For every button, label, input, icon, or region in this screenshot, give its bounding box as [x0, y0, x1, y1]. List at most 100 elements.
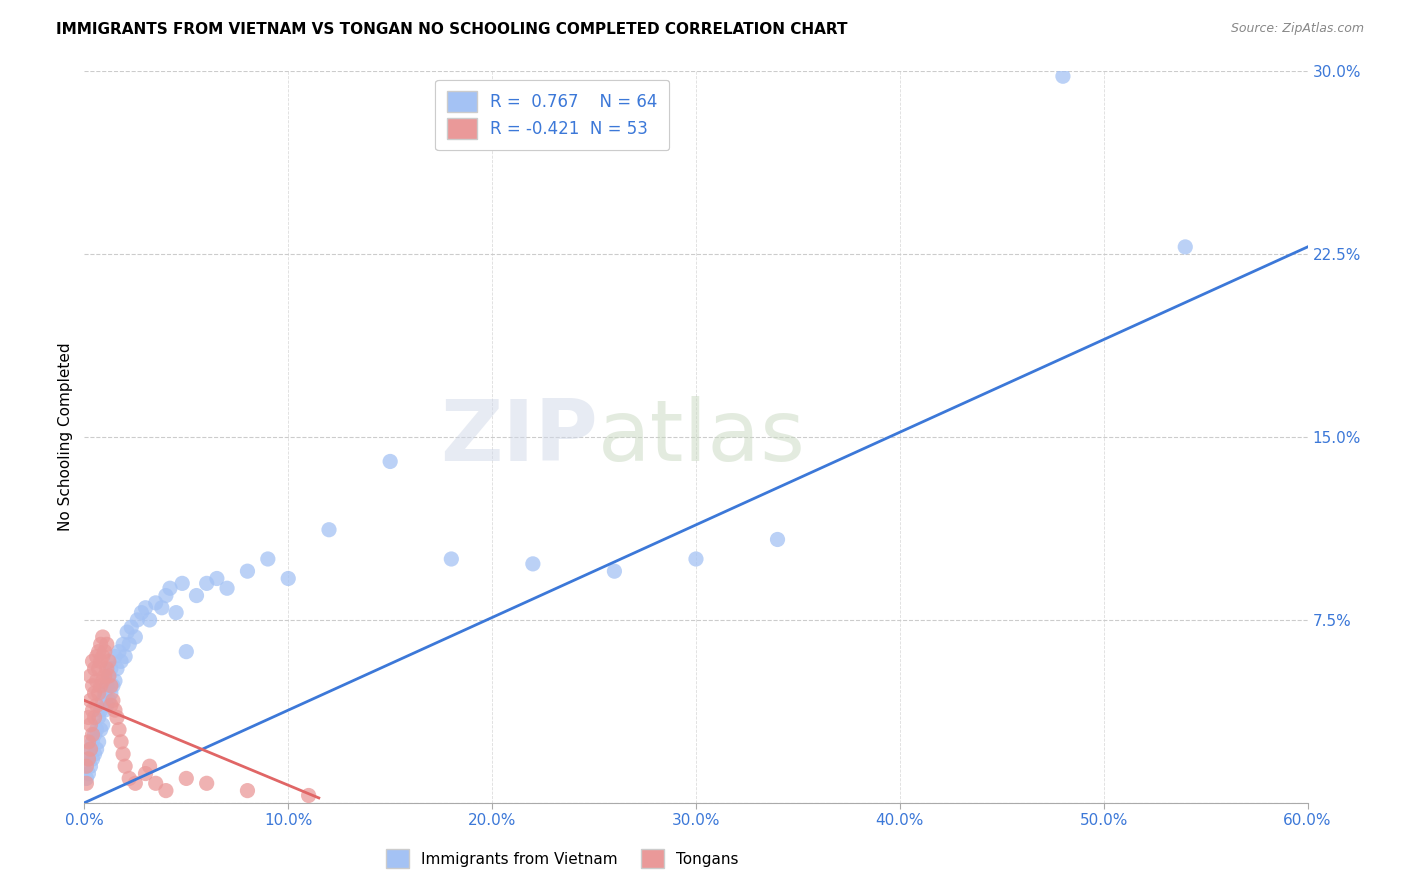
Point: [91, 693, 114, 707]
Point: [131, 606, 153, 620]
Point: [77, 752, 100, 766]
Point: [108, 645, 131, 659]
Point: [86, 673, 108, 688]
Point: [603, 564, 626, 578]
Point: [93, 669, 115, 683]
Point: [77, 766, 100, 780]
Point: [79, 742, 101, 756]
Legend: Immigrants from Vietnam, Tongans: Immigrants from Vietnam, Tongans: [378, 841, 747, 875]
Point: [205, 572, 228, 586]
Point: [100, 679, 122, 693]
Point: [257, 552, 280, 566]
Point: [100, 662, 122, 676]
Point: [82, 735, 104, 749]
Point: [135, 600, 157, 615]
Point: [105, 710, 128, 724]
Point: [124, 776, 146, 790]
Point: [93, 686, 115, 700]
Point: [87, 645, 110, 659]
Point: [236, 783, 259, 797]
Point: [91, 630, 114, 644]
Point: [77, 710, 100, 724]
Point: [120, 620, 142, 634]
Point: [115, 625, 138, 640]
Point: [1052, 69, 1074, 83]
Point: [75, 772, 97, 786]
Point: [75, 759, 97, 773]
Point: [93, 703, 115, 717]
Point: [380, 454, 402, 468]
Point: [100, 698, 122, 713]
Point: [150, 600, 173, 615]
Point: [83, 686, 105, 700]
Point: [104, 703, 127, 717]
Point: [104, 649, 127, 664]
Point: [1174, 240, 1197, 254]
Point: [83, 727, 105, 741]
Point: [195, 576, 218, 591]
Point: [172, 576, 194, 591]
Point: [522, 557, 544, 571]
Text: atlas: atlas: [598, 395, 806, 479]
Point: [90, 703, 112, 717]
Point: [82, 752, 104, 766]
Point: [127, 613, 149, 627]
Point: [87, 686, 110, 700]
Point: [91, 649, 114, 664]
Point: [77, 752, 100, 766]
Point: [82, 679, 104, 693]
Point: [236, 564, 259, 578]
Point: [124, 630, 146, 644]
Point: [87, 735, 110, 749]
Point: [83, 747, 105, 761]
Point: [82, 727, 104, 741]
Point: [93, 645, 115, 659]
Point: [86, 649, 108, 664]
Point: [165, 606, 187, 620]
Point: [79, 718, 101, 732]
Point: [79, 669, 101, 683]
Point: [96, 637, 118, 651]
Point: [97, 669, 120, 683]
Point: [138, 613, 160, 627]
Point: [138, 759, 160, 773]
Point: [97, 669, 120, 683]
Point: [145, 776, 167, 790]
Point: [96, 662, 118, 676]
Point: [96, 679, 118, 693]
Point: [101, 679, 124, 693]
Point: [112, 747, 135, 761]
Point: [105, 662, 128, 676]
Point: [90, 723, 112, 737]
Point: [174, 645, 197, 659]
Point: [135, 766, 157, 780]
Point: [82, 654, 104, 668]
Point: [110, 654, 132, 668]
Point: [101, 693, 124, 707]
Point: [155, 589, 177, 603]
Point: [87, 662, 110, 676]
Text: ZIP: ZIP: [440, 395, 598, 479]
Point: [91, 673, 114, 688]
Point: [110, 735, 132, 749]
Point: [318, 523, 340, 537]
Point: [114, 759, 136, 773]
Text: IMMIGRANTS FROM VIETNAM VS TONGAN NO SCHOOLING COMPLETED CORRELATION CHART: IMMIGRANTS FROM VIETNAM VS TONGAN NO SCH…: [56, 22, 848, 37]
Point: [90, 654, 112, 668]
Point: [97, 654, 120, 668]
Point: [100, 686, 122, 700]
Point: [87, 710, 110, 724]
Point: [104, 673, 127, 688]
Point: [77, 735, 100, 749]
Y-axis label: No Schooling Completed: No Schooling Completed: [58, 343, 73, 532]
Point: [91, 718, 114, 732]
Point: [277, 572, 299, 586]
Point: [97, 693, 120, 707]
Point: [83, 662, 105, 676]
Point: [75, 776, 97, 790]
Point: [118, 772, 141, 786]
Point: [155, 783, 177, 797]
Point: [83, 710, 105, 724]
Point: [145, 596, 167, 610]
Point: [159, 581, 181, 595]
